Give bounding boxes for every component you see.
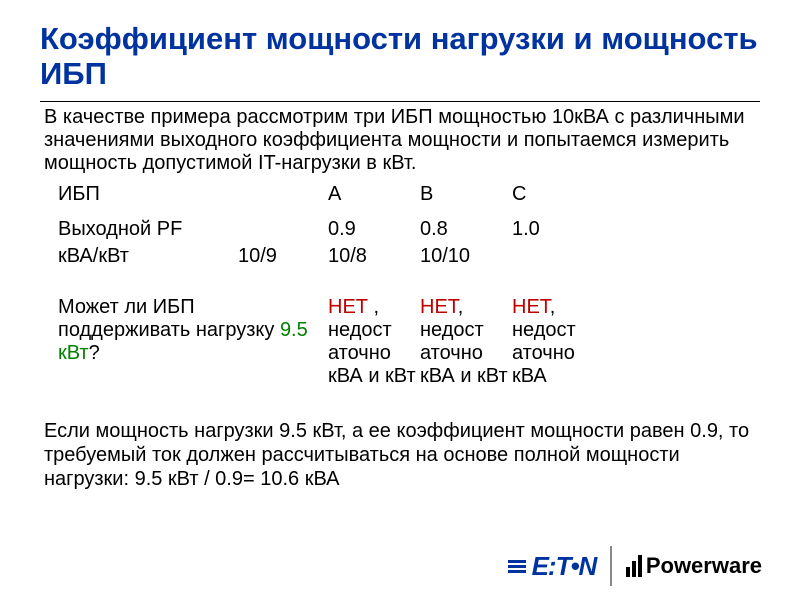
answer-a: НЕТ , недост аточно кВА и кВт: [328, 272, 420, 392]
footer-logos: E:T•N Powerware: [508, 546, 762, 586]
pf-blank: [238, 218, 328, 245]
eaton-logo: E:T•N: [508, 551, 597, 582]
logo-separator: [610, 546, 612, 586]
kva-label: кВА/кВт: [58, 245, 238, 272]
hdr-ups: ИБП: [58, 183, 238, 218]
hdr-b: B: [420, 183, 512, 218]
question-pre: Может ли ИБП поддерживать нагрузку: [58, 296, 280, 341]
intro-paragraph: В качестве примера рассмотрим три ИБП мо…: [0, 106, 800, 183]
answer-b-no: НЕТ: [420, 296, 458, 318]
pf-c: 1.0: [512, 218, 604, 245]
hdr-c: C: [512, 183, 604, 218]
slide-title: Коэффициент мощности нагрузки и мощность…: [0, 0, 800, 99]
question-post: ?: [89, 342, 100, 364]
kva-a: 10/8: [328, 245, 420, 272]
answer-c-no: НЕТ: [512, 296, 550, 318]
pf-b: 0.8: [420, 218, 512, 245]
hdr-blank: [238, 183, 328, 218]
answer-c: НЕТ, недост аточно кВА: [512, 272, 604, 392]
pf-a: 0.9: [328, 218, 420, 245]
powerware-logo: Powerware: [626, 553, 762, 579]
answer-b: НЕТ, недост аточно кВА и кВт: [420, 272, 512, 392]
kva-self: 10/9: [238, 245, 328, 272]
eaton-bars-icon: [508, 560, 526, 573]
ups-comparison-table: ИБП A B C Выходной PF 0.9 0.8 1.0 кВА/кВ…: [0, 183, 800, 392]
kva-c: [512, 245, 604, 272]
title-divider: [40, 101, 760, 102]
eaton-text: E:T•N: [532, 551, 597, 582]
hdr-a: A: [328, 183, 420, 218]
conclusion-paragraph: Если мощность нагрузки 9.5 кВт, а ее коэ…: [0, 392, 800, 491]
kva-b: 10/10: [420, 245, 512, 272]
powerware-bars-icon: [626, 555, 642, 577]
powerware-text: Powerware: [646, 553, 762, 579]
answer-a-no: НЕТ: [328, 296, 368, 318]
question-text: Может ли ИБП поддерживать нагрузку 9.5 к…: [58, 272, 328, 392]
pf-label: Выходной PF: [58, 218, 238, 245]
